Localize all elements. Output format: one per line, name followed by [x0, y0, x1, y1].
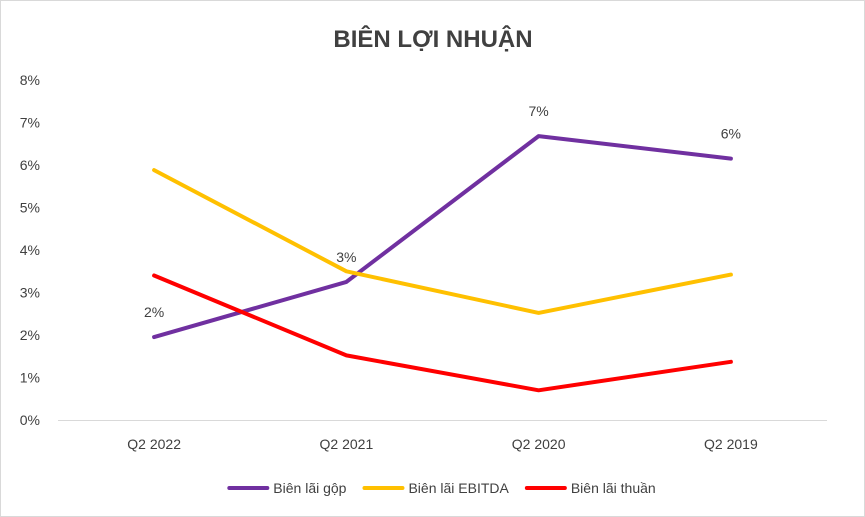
data-label: 7%: [529, 103, 549, 119]
y-tick-label: 8%: [20, 72, 40, 88]
legend-label: Biên lãi thuần: [571, 480, 656, 496]
x-axis-ticks: Q2 2022 Q2 2021 Q2 2020 Q2 2019: [127, 436, 758, 452]
x-tick-label: Q2 2022: [127, 436, 181, 452]
legend: Biên lãi gộp Biên lãi EBITDA Biên lãi thuầ…: [227, 480, 656, 496]
legend-label: Biên lãi gộp: [273, 480, 346, 496]
series-line-2: [152, 168, 733, 315]
series-line-3: [152, 273, 733, 393]
data-label: 3%: [336, 249, 356, 265]
y-axis-ticks: 0% 1% 2% 3% 4% 5% 6% 7% 8%: [20, 72, 40, 428]
data-label: 2%: [144, 304, 164, 320]
y-tick-label: 5%: [20, 200, 40, 216]
y-tick-label: 4%: [20, 242, 40, 258]
y-tick-label: 1%: [20, 370, 40, 386]
y-tick-label: 2%: [20, 327, 40, 343]
y-tick-label: 6%: [20, 157, 40, 173]
legend-label: Biên lãi EBITDA: [408, 480, 509, 496]
x-tick-label: Q2 2019: [704, 436, 758, 452]
x-tick-label: Q2 2020: [512, 436, 566, 452]
data-label: 6%: [721, 126, 741, 142]
data-labels: 2% 3% 7% 6%: [144, 103, 741, 320]
series-lines: [152, 134, 733, 393]
series-line-1: [152, 134, 733, 340]
chart-title: BIÊN LỢI NHUẬN: [333, 25, 532, 53]
x-tick-label: Q2 2021: [320, 436, 374, 452]
y-tick-label: 0%: [20, 412, 40, 428]
y-tick-label: 7%: [20, 115, 40, 131]
y-tick-label: 3%: [20, 285, 40, 301]
